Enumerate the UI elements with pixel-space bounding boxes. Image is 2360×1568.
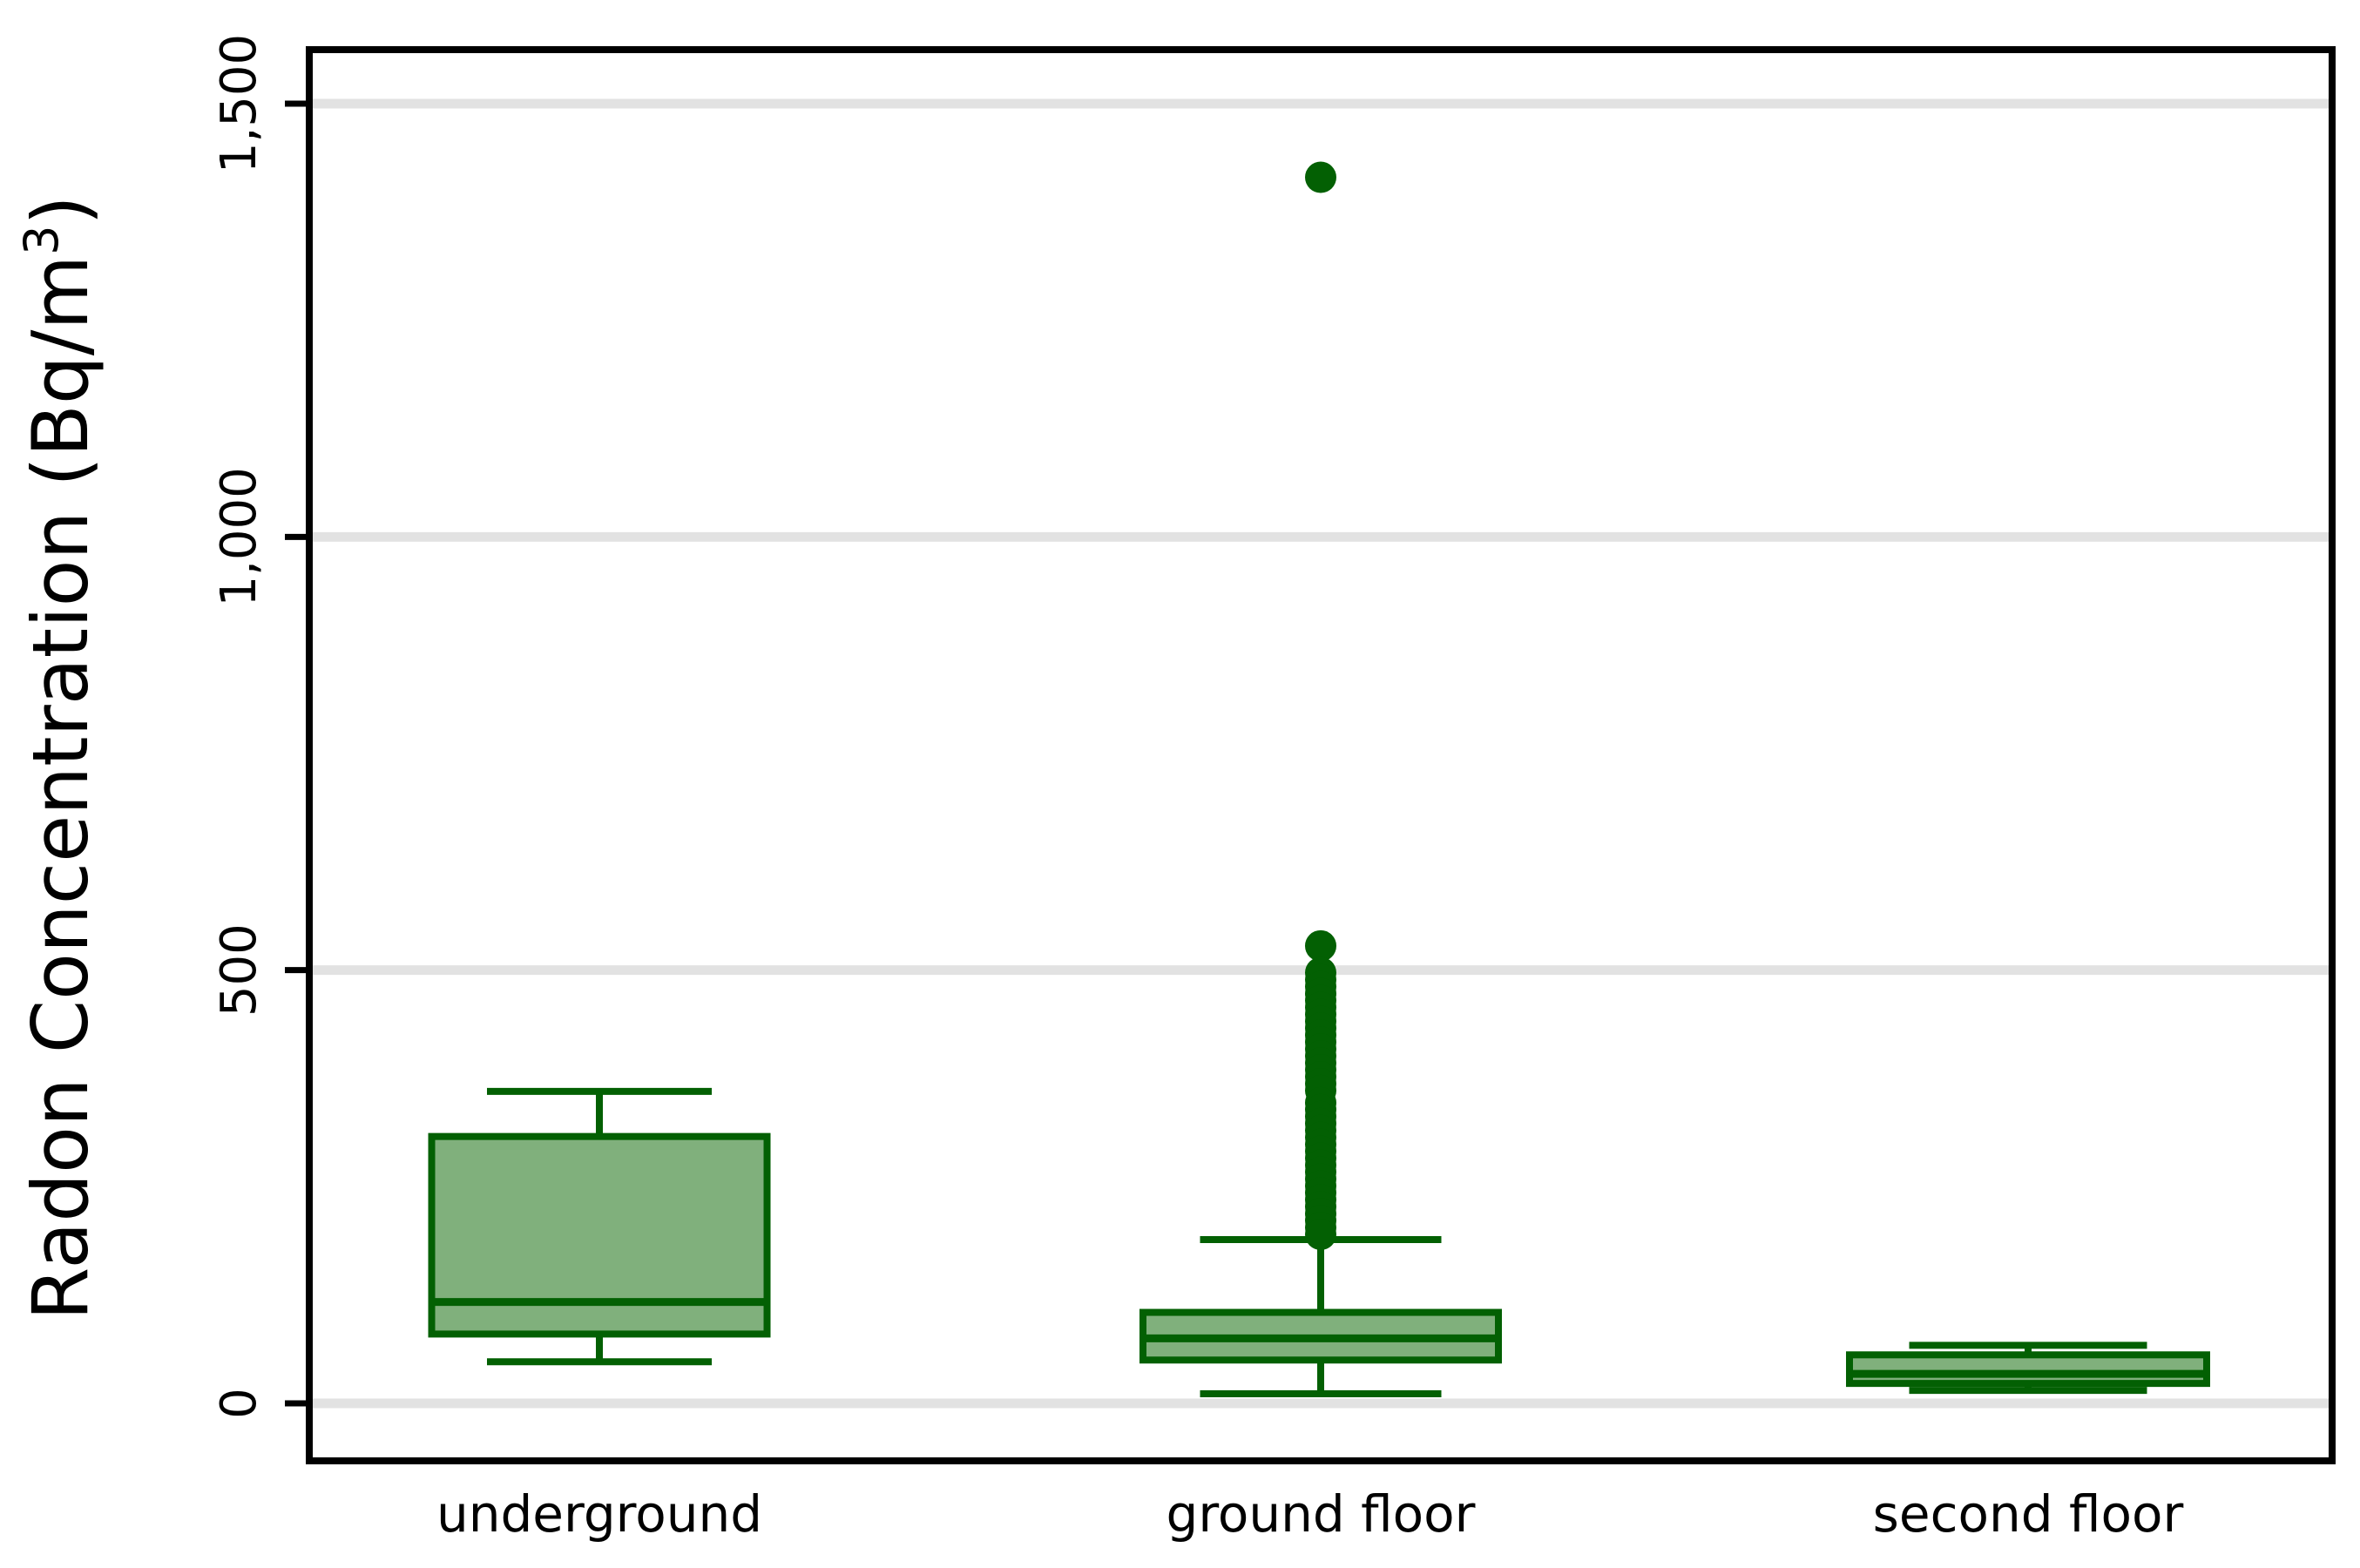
y-axis-title: Radon Concentration (Bq/m3): [14, 195, 105, 1321]
x-category-label-2: second floor: [1873, 1484, 2184, 1544]
y-tick-label-1,500: 1,500: [211, 34, 267, 173]
outlier-dot: [1305, 1219, 1336, 1251]
outlier-dot: [1305, 161, 1336, 193]
iqr-box-2: [1846, 1351, 2210, 1388]
y-tick-label-0: 0: [211, 1388, 267, 1419]
x-category-label-1: ground floor: [1166, 1484, 1476, 1544]
y-tick-label-1,000: 1,000: [211, 467, 267, 606]
y-tick-label-500: 500: [211, 923, 267, 1017]
x-category-label-0: underground: [436, 1484, 762, 1544]
plot-border: [306, 46, 2336, 1464]
outlier-dot: [1305, 929, 1336, 962]
